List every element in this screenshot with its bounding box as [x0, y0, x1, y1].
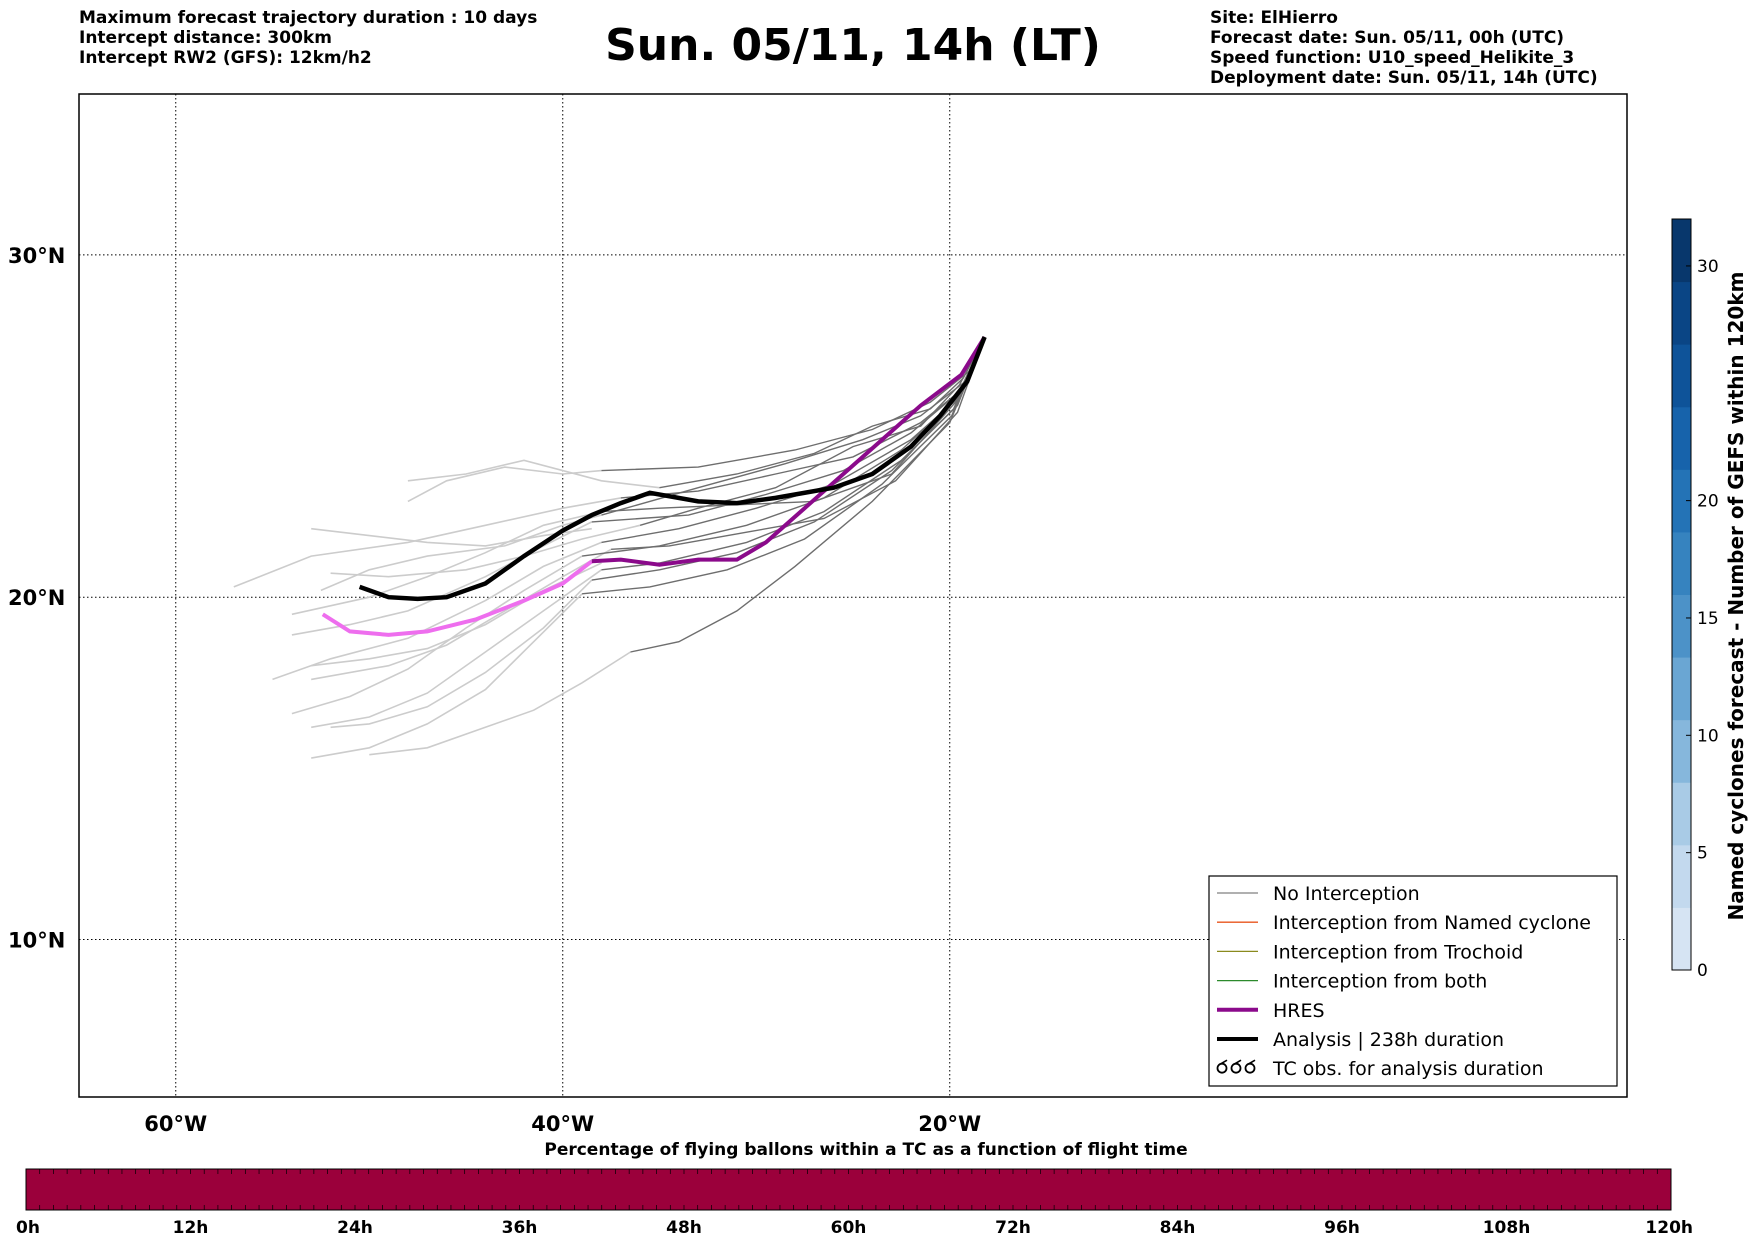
percentage-tick-label: 0h — [16, 1218, 40, 1238]
ensemble-trajectory-dark — [591, 336, 986, 581]
trajectories — [233, 335, 987, 759]
ensemble-trajectory-light — [407, 459, 660, 489]
ensemble-trajectory-dark — [630, 336, 986, 653]
hres-trajectory — [591, 335, 987, 567]
colorbar-band — [1672, 719, 1691, 783]
colorbar-band — [1672, 907, 1691, 971]
ensemble-trajectory-dark — [582, 336, 986, 595]
percentage-tick-label: 48h — [666, 1218, 702, 1238]
colorbar-tick-label: 5 — [1697, 844, 1708, 864]
colorbar-band — [1672, 406, 1691, 470]
ensemble-trajectory-light — [233, 497, 621, 588]
site-info: Site: ElHierro Forecast date: Sun. 05/11… — [1210, 8, 1598, 88]
max-duration-text: Maximum forecast trajectory duration : 1… — [79, 8, 538, 28]
percentage-tick-label: 36h — [502, 1218, 538, 1238]
ensemble-trajectory-light — [330, 524, 641, 578]
colorbar-tick-label: 10 — [1697, 726, 1719, 746]
percentage-bar-title: Percentage of flying ballons within a TC… — [544, 1140, 1187, 1160]
legend-tc-symbol-tail — [1234, 1059, 1242, 1065]
legend-label: Interception from Trochoid — [1273, 941, 1523, 963]
percentage-bar — [25, 1168, 1672, 1211]
legend-label: Analysis | 238h duration — [1273, 1029, 1504, 1051]
legend-label: TC obs. for analysis duration — [1272, 1058, 1544, 1080]
speed-function-text: Speed function: U10_speed_Helikite_3 — [1210, 48, 1575, 68]
colorbar-title: Named cyclones forecast - Number of GEFS… — [1724, 272, 1748, 921]
lon-tick-label: 40°W — [531, 1112, 594, 1136]
forecast-parameters: Maximum forecast trajectory duration : 1… — [79, 8, 537, 68]
lon-tick-label: 20°W — [918, 1112, 981, 1136]
colorbar-band — [1672, 469, 1691, 533]
percentage-tick-label: 60h — [831, 1218, 867, 1238]
colorbar-tick-label: 0 — [1697, 961, 1708, 981]
lon-tick-label: 60°W — [144, 1112, 207, 1136]
ensemble-trajectory-dark — [639, 336, 986, 526]
percentage-tick-label: 120h — [1645, 1218, 1693, 1238]
percentage-tick-label: 24h — [337, 1218, 373, 1238]
legend-label: No Interception — [1273, 883, 1420, 905]
percentage-tick-label: 84h — [1160, 1218, 1196, 1238]
colorbar-band — [1672, 782, 1691, 846]
axis-tick-labels: 60°W 40°W 20°W 30°N 20°N 10°N — [8, 244, 981, 1136]
ensemble-trajectory-dark — [601, 336, 986, 571]
percentage-tick-label: 12h — [173, 1218, 209, 1238]
legend-label: Interception from Named cyclone — [1273, 912, 1591, 934]
percentage-bar-ticks: 0h 12h 24h 36h 48h 60h 72h 84h 96h 108h 120h — [16, 1169, 1693, 1238]
colorbar-band — [1672, 531, 1691, 595]
ensemble-trajectory-light — [369, 651, 631, 756]
lat-tick-label: 30°N — [8, 244, 65, 268]
intercept-rw2-text: Intercept RW2 (GFS): 12km/h2 — [79, 48, 372, 68]
ensemble-trajectory-light — [330, 579, 593, 729]
percentage-tick-label: 72h — [995, 1218, 1031, 1238]
colorbar-frame — [1671, 218, 1692, 971]
colorbar-band — [1672, 594, 1691, 658]
graticule — [79, 94, 1627, 1097]
colorbar-tick-label: 15 — [1697, 609, 1719, 629]
deployment-date-text: Deployment date: Sun. 05/11, 14h (UTC) — [1210, 68, 1598, 88]
analysis-trajectory — [358, 336, 987, 602]
colorbar-band — [1672, 344, 1691, 408]
lat-tick-label: 10°N — [8, 929, 65, 953]
ensemble-trajectory-light — [272, 541, 602, 681]
legend-box — [1208, 875, 1618, 1087]
legend-label: HRES — [1273, 1000, 1325, 1022]
colorbar-band — [1672, 281, 1691, 345]
percentage-tick-label: 96h — [1324, 1218, 1360, 1238]
ensemble-trajectory-light — [311, 569, 602, 729]
legend-label: Interception from both — [1273, 971, 1487, 993]
ensemble-trajectory-light — [311, 527, 592, 547]
lat-tick-label: 20°N — [8, 586, 65, 610]
colorbar-band — [1672, 657, 1691, 721]
ensemble-trajectory-light — [407, 466, 602, 503]
ensemble-trajectory-dark — [601, 336, 986, 472]
colorbar-tick-label: 30 — [1697, 257, 1719, 277]
site-text: Site: ElHierro — [1210, 8, 1338, 28]
percentage-tick-label: 108h — [1483, 1218, 1531, 1238]
ensemble-trajectory-light — [320, 514, 602, 592]
hres-trajectory-tail — [321, 559, 594, 637]
ensemble-trajectory-dark — [659, 336, 986, 489]
ensemble-trajectory-light — [291, 510, 602, 616]
forecast-date-text: Forecast date: Sun. 05/11, 00h (UTC) — [1210, 28, 1565, 48]
page-title: Sun. 05/11, 14h (LT) — [605, 20, 1101, 71]
ensemble-trajectory-dark — [611, 336, 986, 550]
map-frame — [78, 93, 1628, 1098]
legend: No Interception Interception from Named c… — [1208, 875, 1618, 1087]
intercept-distance-text: Intercept distance: 300km — [79, 28, 332, 48]
ensemble-trajectory-light — [311, 593, 583, 759]
cyclone-colorbar: 0 5 10 15 20 30 — [1671, 218, 1719, 981]
colorbar-band — [1672, 219, 1691, 283]
colorbar-band — [1672, 844, 1691, 908]
ensemble-trajectory-light — [291, 555, 583, 715]
legend-tc-symbol-tail — [1248, 1059, 1256, 1065]
ensemble-trajectory-dark — [582, 336, 986, 557]
colorbar-tick-label: 20 — [1697, 492, 1719, 512]
legend-tc-symbol-tail — [1220, 1059, 1228, 1065]
